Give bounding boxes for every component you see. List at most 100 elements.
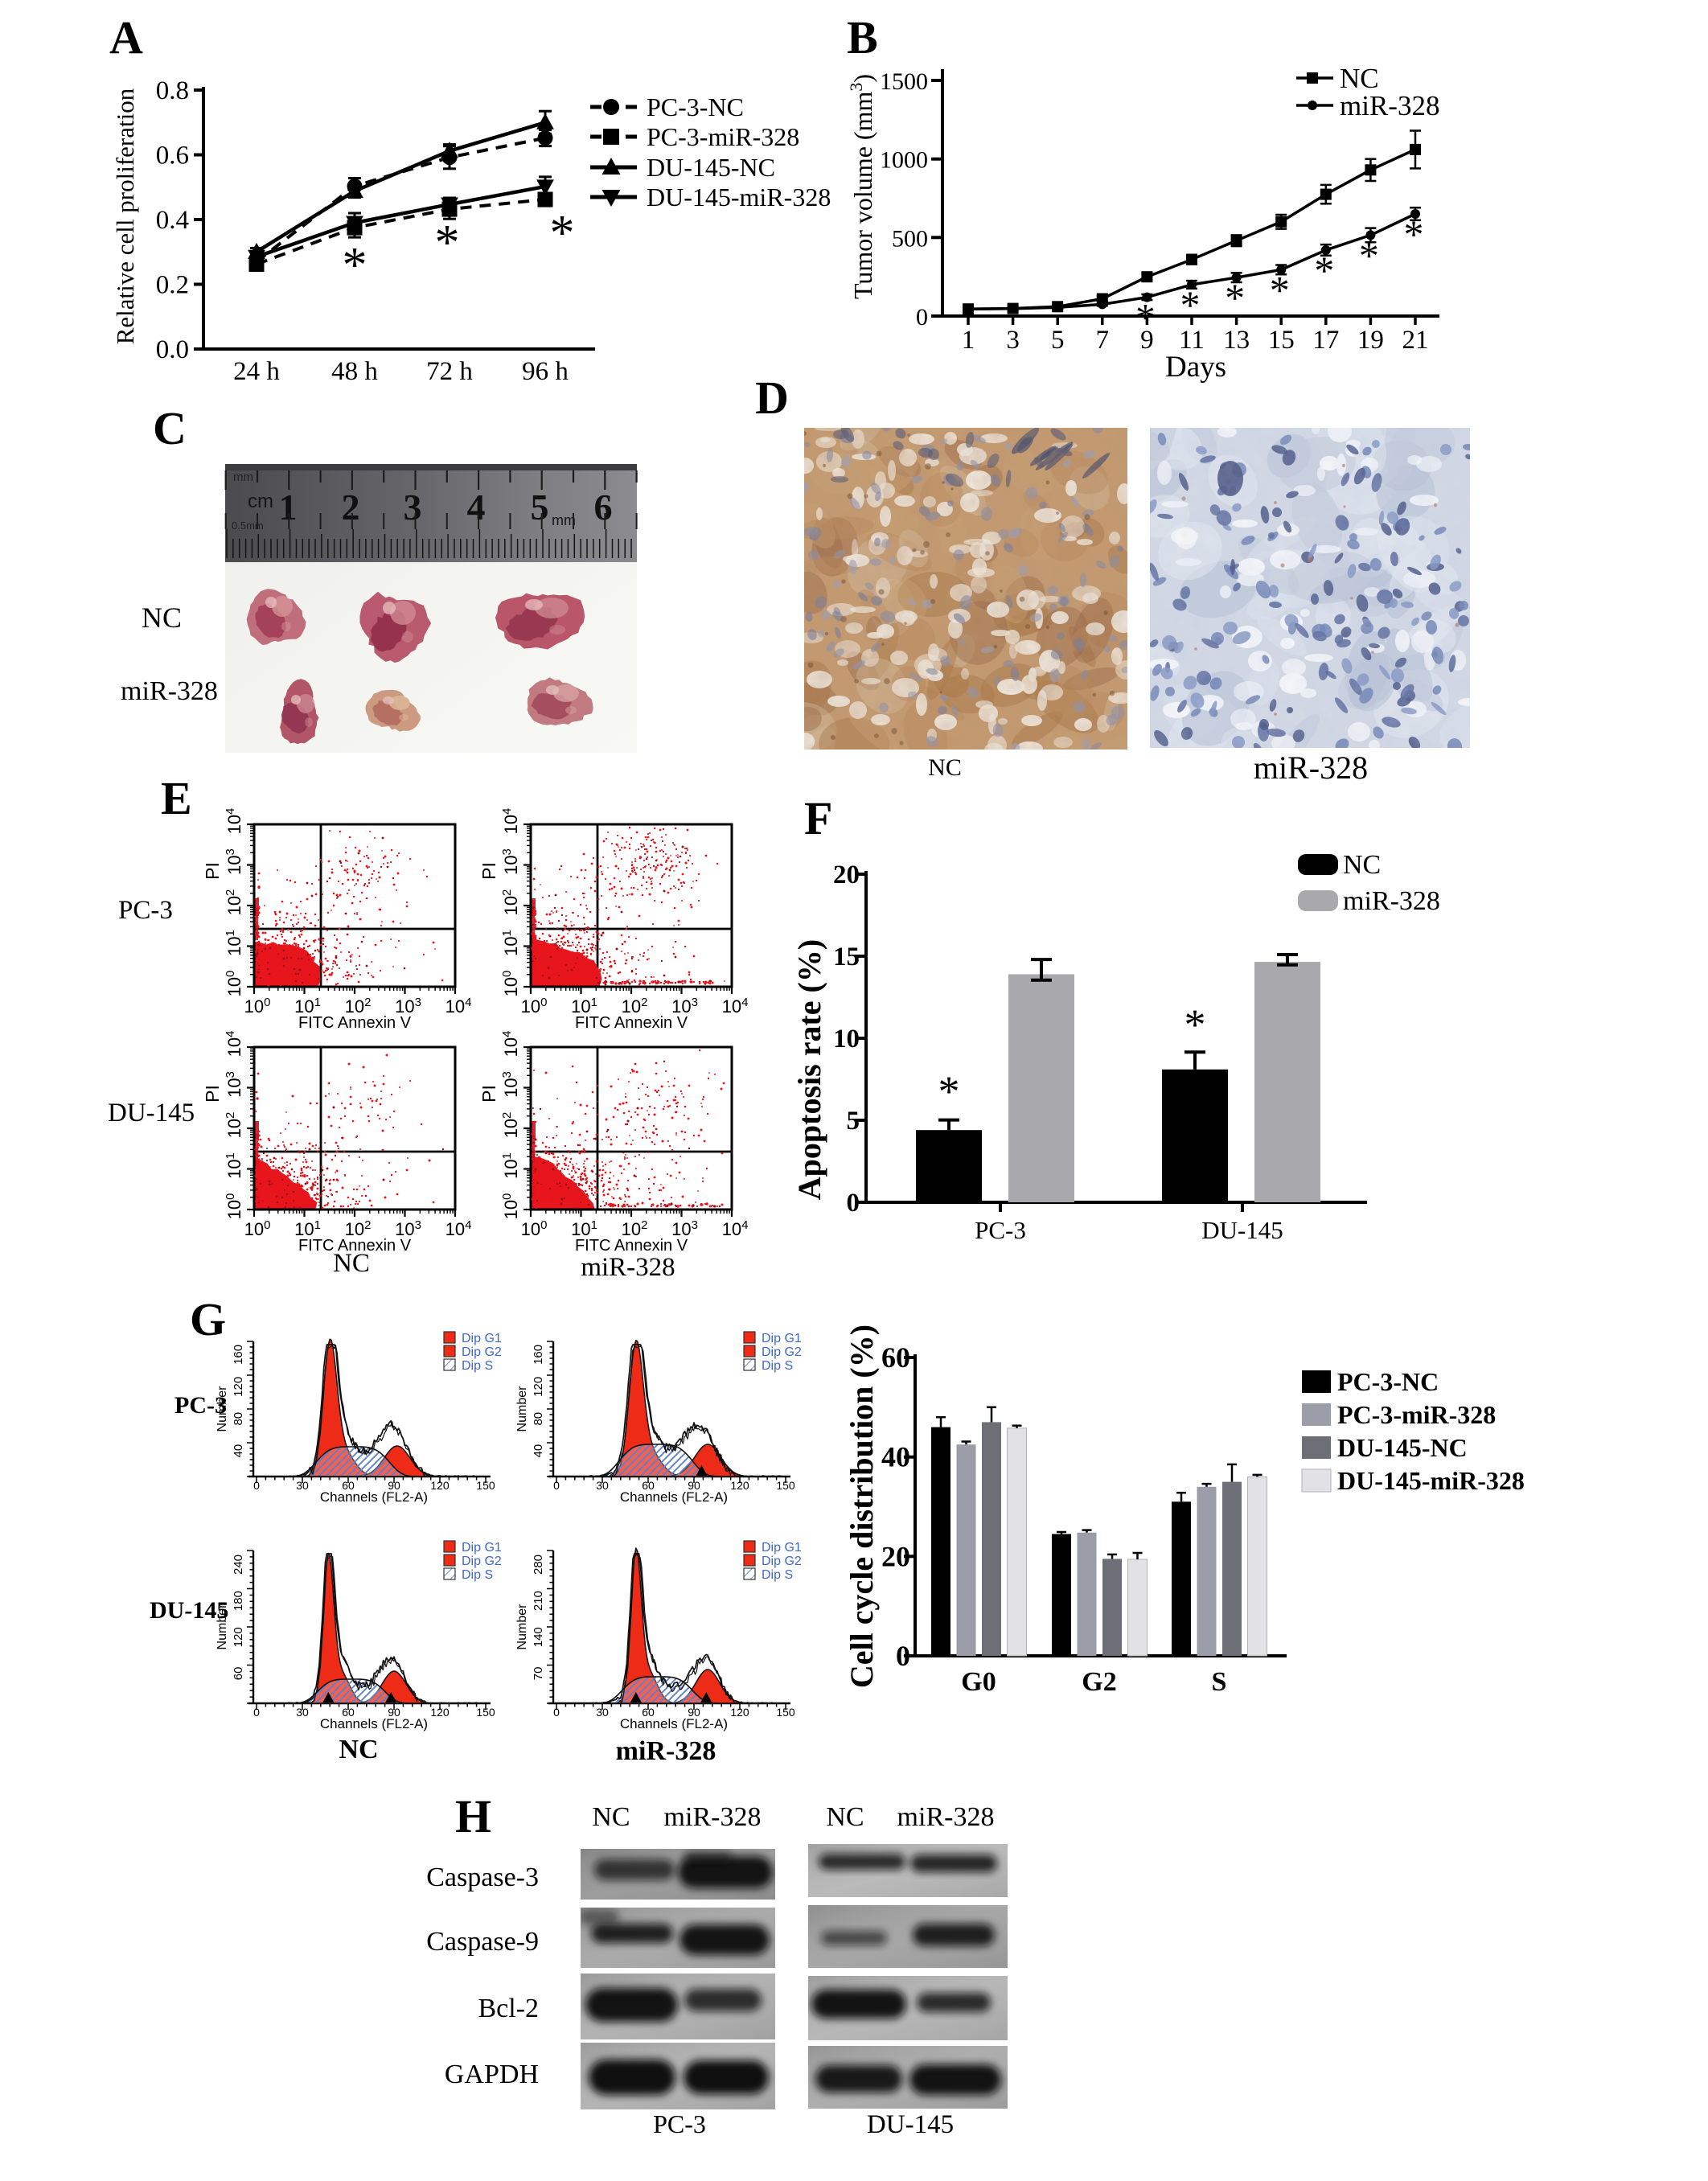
svg-text:PC-3: PC-3 bbox=[653, 2109, 706, 2138]
svg-text:120: 120 bbox=[430, 1479, 450, 1492]
svg-text:0: 0 bbox=[553, 1479, 560, 1492]
svg-text:100: 100 bbox=[244, 996, 271, 1017]
svg-text:103: 103 bbox=[224, 1071, 244, 1098]
svg-text:4: 4 bbox=[467, 487, 486, 528]
svg-text:NC: NC bbox=[142, 602, 182, 634]
svg-text:DU-145-NC: DU-145-NC bbox=[647, 153, 775, 182]
svg-text:96 h: 96 h bbox=[522, 357, 569, 386]
svg-text:30: 30 bbox=[296, 1706, 309, 1719]
svg-text:E: E bbox=[161, 772, 192, 824]
svg-text:80: 80 bbox=[232, 1412, 245, 1426]
svg-text:0.6: 0.6 bbox=[156, 142, 189, 170]
svg-text:F: F bbox=[804, 792, 832, 844]
svg-text:PC-3-miR-328: PC-3-miR-328 bbox=[647, 122, 799, 151]
svg-text:9: 9 bbox=[1140, 326, 1154, 355]
svg-text:13: 13 bbox=[1223, 326, 1250, 355]
svg-text:*: * bbox=[1359, 232, 1379, 277]
svg-text:101: 101 bbox=[224, 930, 244, 956]
svg-text:150: 150 bbox=[476, 1706, 495, 1719]
svg-text:miR-328: miR-328 bbox=[581, 1253, 675, 1282]
svg-text:Dip G1: Dip G1 bbox=[462, 1541, 502, 1555]
svg-text:100: 100 bbox=[521, 1218, 548, 1239]
svg-text:0.0: 0.0 bbox=[156, 335, 189, 364]
svg-text:70: 70 bbox=[532, 1667, 545, 1681]
svg-text:100: 100 bbox=[521, 996, 548, 1017]
svg-text:miR-328: miR-328 bbox=[664, 1802, 762, 1832]
svg-text:miR-328: miR-328 bbox=[1343, 886, 1440, 916]
svg-text:1: 1 bbox=[962, 326, 975, 355]
svg-text:15: 15 bbox=[833, 943, 860, 971]
svg-text:24 h: 24 h bbox=[233, 357, 280, 386]
svg-text:103: 103 bbox=[500, 1071, 521, 1098]
svg-text:60: 60 bbox=[881, 1341, 910, 1374]
svg-text:0.2: 0.2 bbox=[156, 271, 189, 300]
svg-text:102: 102 bbox=[500, 1112, 521, 1139]
svg-text:G: G bbox=[190, 1293, 226, 1345]
svg-text:Dip G2: Dip G2 bbox=[762, 1555, 802, 1568]
svg-text:Number: Number bbox=[216, 1604, 229, 1650]
svg-text:Dip S: Dip S bbox=[462, 1568, 493, 1582]
svg-text:NC: NC bbox=[592, 1802, 630, 1832]
svg-text:60: 60 bbox=[232, 1667, 245, 1681]
svg-text:0: 0 bbox=[553, 1706, 560, 1719]
svg-text:GAPDH: GAPDH bbox=[445, 2060, 539, 2089]
svg-text:40: 40 bbox=[532, 1444, 545, 1458]
svg-text:104: 104 bbox=[722, 996, 749, 1017]
svg-text:120: 120 bbox=[730, 1479, 749, 1492]
svg-text:104: 104 bbox=[500, 808, 521, 835]
svg-text:102: 102 bbox=[345, 1218, 372, 1239]
svg-text:40: 40 bbox=[881, 1441, 910, 1473]
svg-text:miR-328: miR-328 bbox=[897, 1802, 995, 1832]
svg-text:120: 120 bbox=[232, 1377, 245, 1397]
svg-text:2: 2 bbox=[342, 487, 360, 528]
svg-text:H: H bbox=[455, 1790, 491, 1842]
svg-text:5: 5 bbox=[531, 487, 549, 528]
svg-text:NC: NC bbox=[928, 754, 962, 781]
svg-text:Channels (FL2-A): Channels (FL2-A) bbox=[620, 1489, 728, 1505]
svg-text:6: 6 bbox=[594, 487, 613, 528]
svg-text:150: 150 bbox=[476, 1479, 495, 1492]
svg-text:140: 140 bbox=[532, 1627, 545, 1647]
svg-text:60: 60 bbox=[342, 1706, 355, 1719]
svg-text:*: * bbox=[1314, 248, 1334, 293]
svg-text:80: 80 bbox=[532, 1412, 545, 1426]
svg-text:90: 90 bbox=[688, 1479, 700, 1492]
svg-text:FITC Annexin V: FITC Annexin V bbox=[298, 1237, 412, 1255]
svg-text:G2: G2 bbox=[1082, 1667, 1116, 1697]
svg-text:104: 104 bbox=[445, 996, 472, 1017]
svg-text:120: 120 bbox=[232, 1627, 245, 1647]
svg-text:Channels (FL2-A): Channels (FL2-A) bbox=[320, 1489, 428, 1505]
svg-text:mm: mm bbox=[552, 512, 576, 528]
svg-text:DU-145: DU-145 bbox=[150, 1597, 228, 1624]
svg-text:10: 10 bbox=[833, 1025, 860, 1054]
svg-text:3: 3 bbox=[404, 487, 422, 528]
svg-text:PC-3: PC-3 bbox=[174, 1392, 227, 1419]
svg-text:Number: Number bbox=[216, 1386, 229, 1432]
svg-text:210: 210 bbox=[532, 1591, 545, 1611]
svg-text:Dip G1: Dip G1 bbox=[762, 1332, 802, 1345]
svg-text:90: 90 bbox=[388, 1706, 400, 1719]
svg-text:DU-145: DU-145 bbox=[867, 2110, 954, 2139]
svg-text:1: 1 bbox=[279, 487, 298, 528]
svg-text:1500: 1500 bbox=[880, 68, 928, 95]
svg-text:*: * bbox=[343, 238, 367, 293]
svg-text:mm: mm bbox=[233, 470, 253, 484]
svg-text:D: D bbox=[755, 372, 789, 424]
svg-text:A: A bbox=[109, 11, 143, 64]
svg-text:Days: Days bbox=[1165, 351, 1226, 384]
svg-text:102: 102 bbox=[224, 889, 244, 916]
svg-text:FITC Annexin V: FITC Annexin V bbox=[575, 1237, 688, 1255]
svg-text:PI: PI bbox=[202, 862, 223, 880]
svg-text:NC: NC bbox=[826, 1802, 864, 1832]
svg-text:NC: NC bbox=[339, 1735, 378, 1764]
svg-text:90: 90 bbox=[688, 1706, 700, 1719]
svg-text:Dip G1: Dip G1 bbox=[462, 1332, 502, 1345]
svg-text:Dip G2: Dip G2 bbox=[762, 1345, 802, 1359]
svg-text:Dip S: Dip S bbox=[462, 1359, 493, 1373]
svg-text:3: 3 bbox=[1006, 326, 1020, 355]
svg-text:PI: PI bbox=[478, 862, 499, 880]
svg-text:30: 30 bbox=[596, 1706, 609, 1719]
svg-text:5: 5 bbox=[847, 1107, 860, 1136]
svg-text:Dip G2: Dip G2 bbox=[462, 1555, 502, 1568]
svg-text:Channels (FL2-A): Channels (FL2-A) bbox=[320, 1716, 428, 1731]
